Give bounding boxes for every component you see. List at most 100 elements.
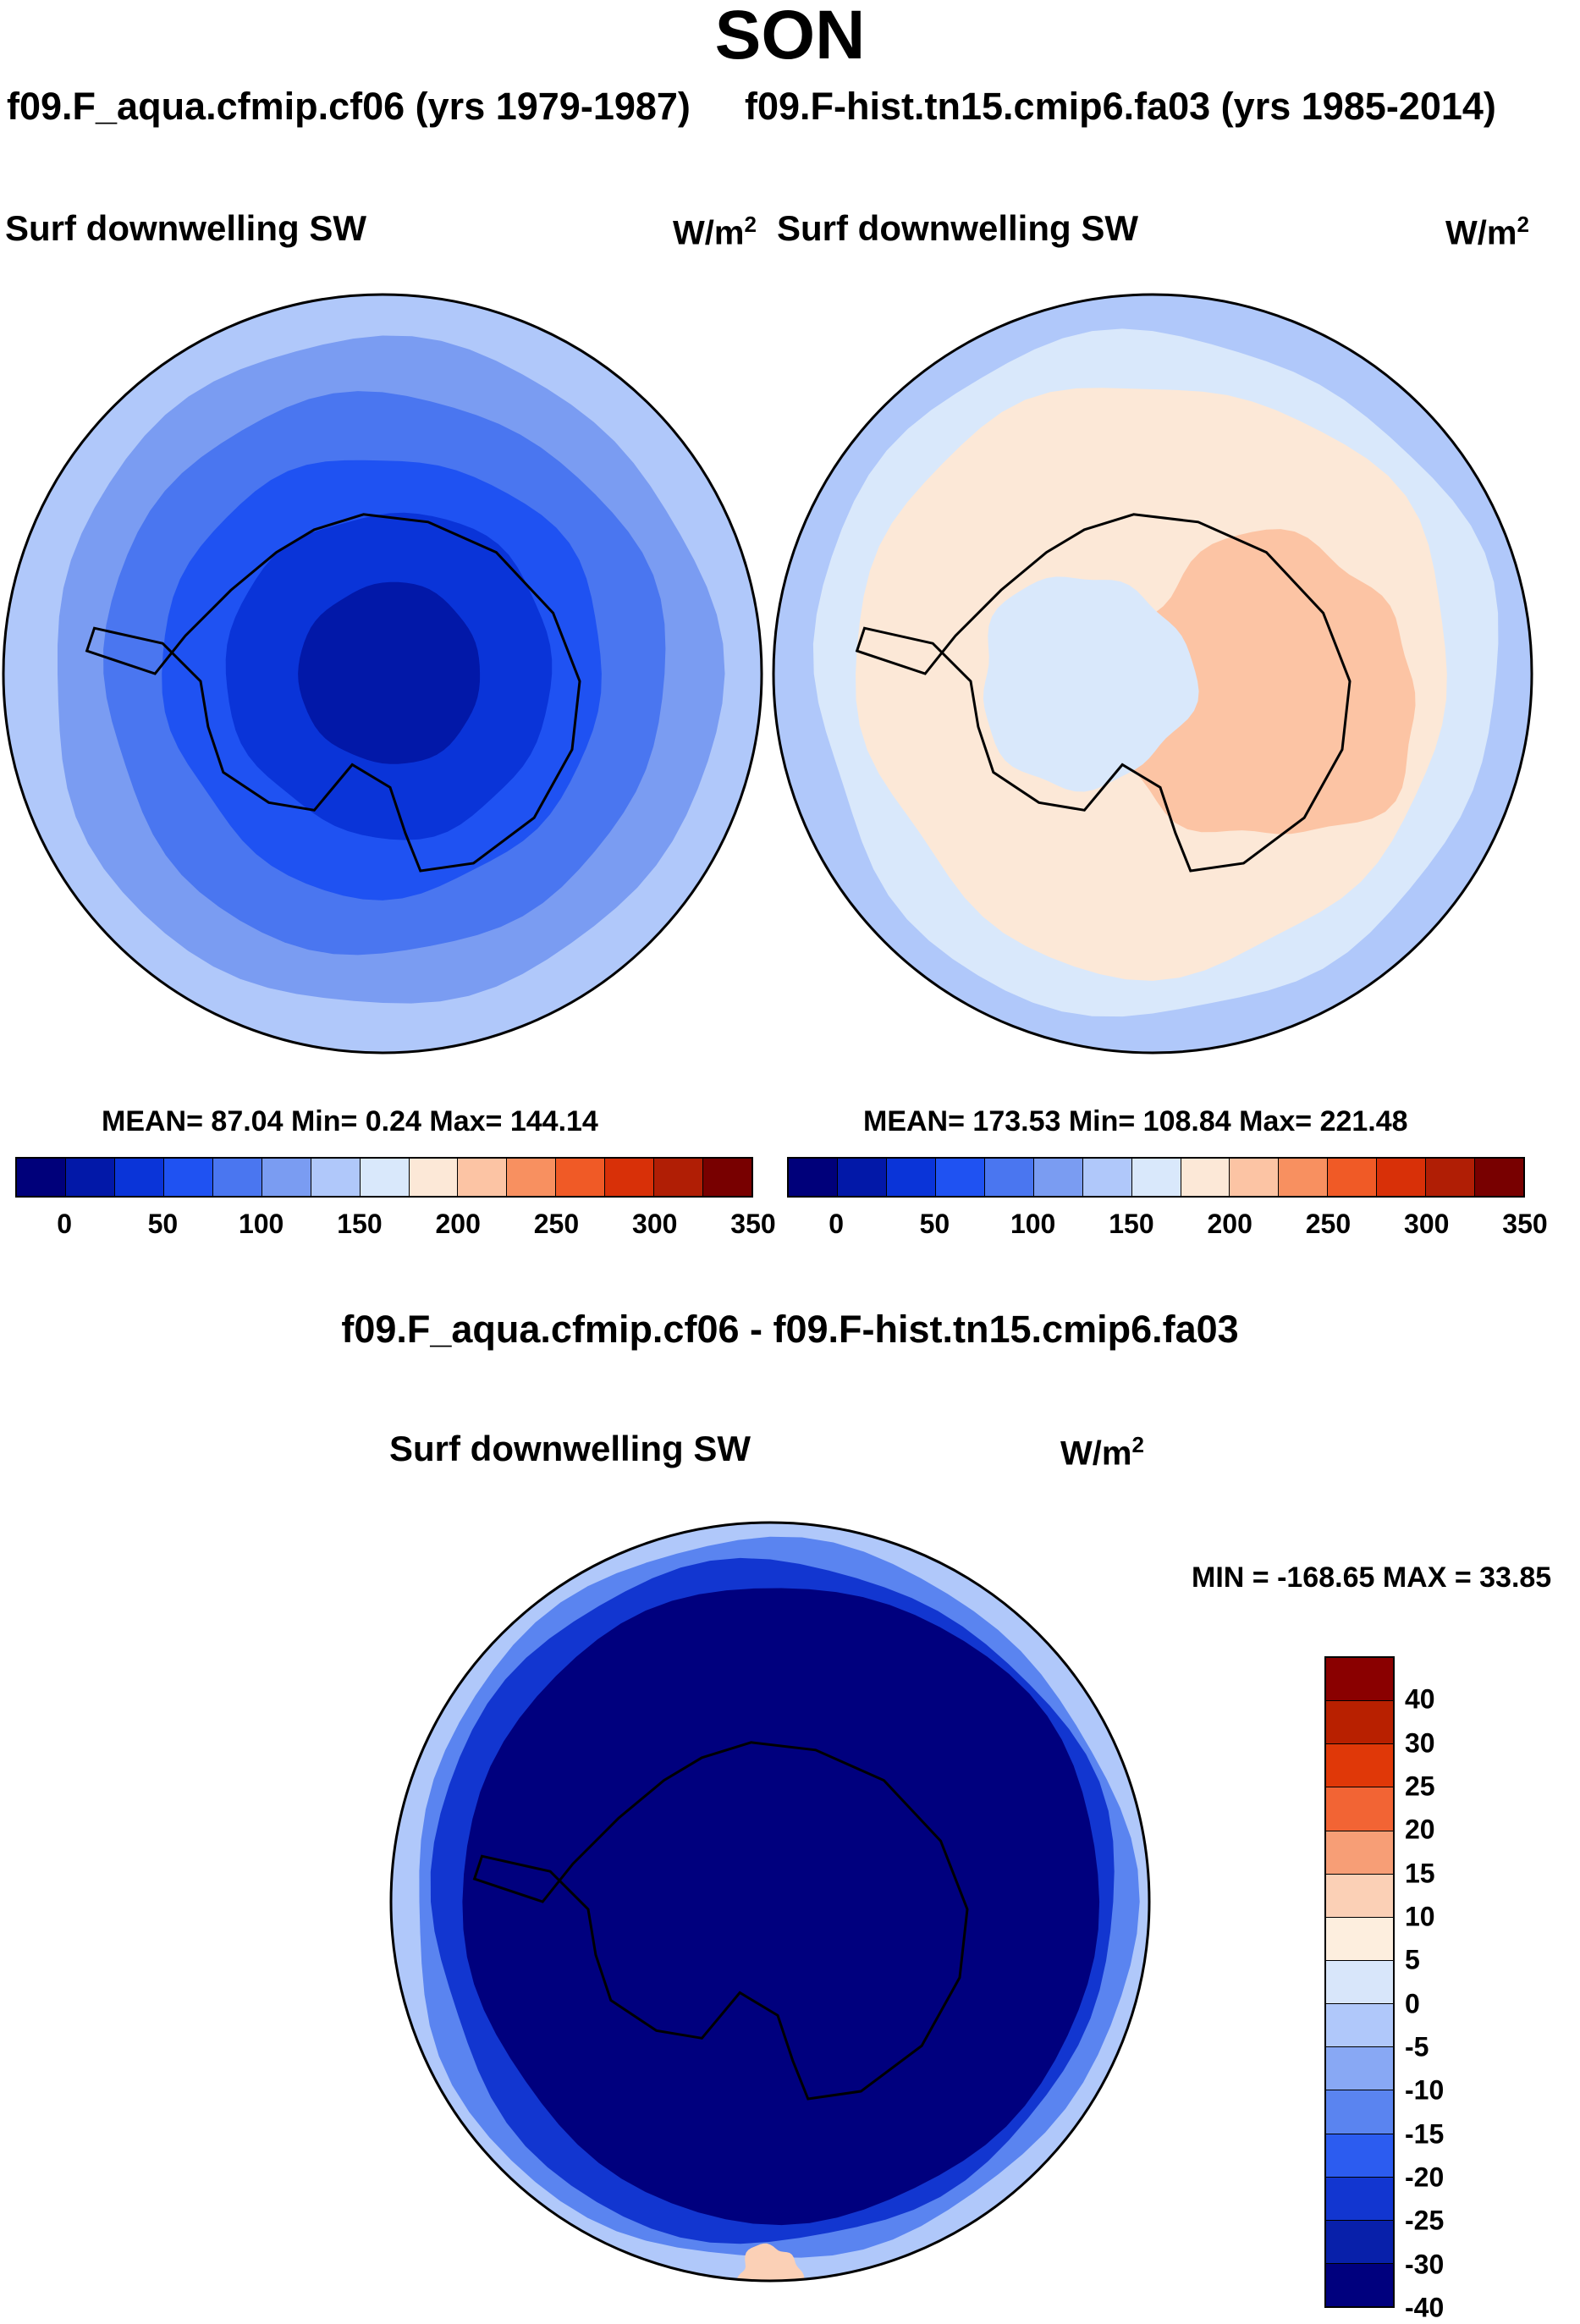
diff-panel-title: f09.F_aqua.cfmip.cf06 - f09.F-hist.tn15.… <box>341 1308 1239 1351</box>
left-colorbar-tick-label: 0 <box>57 1209 73 1239</box>
right-colorbar-tick-label: 0 <box>829 1209 845 1239</box>
diff-colorbar-swatch-3 <box>1326 1787 1393 1831</box>
diff-colorbar-tick-label: -30 <box>1405 2249 1445 2280</box>
right-map-contour-band-4 <box>983 576 1199 792</box>
left-colorbar-swatch-0 <box>17 1159 65 1196</box>
right-colorbar-swatch-6 <box>1082 1159 1131 1196</box>
left-colorbar <box>15 1157 753 1198</box>
left-colorbar-tick-label: 100 <box>238 1209 284 1239</box>
left-run-label: f09.F_aqua.cfmip.cf06 (yrs 1979-1987) <box>7 85 691 128</box>
diff-colorbar-swatch-2 <box>1326 1743 1393 1787</box>
diff-colorbar-tick-label: 25 <box>1405 1771 1435 1802</box>
right-map-coastline <box>855 513 1352 873</box>
diff-colorbar-tick-label: -5 <box>1405 2031 1429 2062</box>
left-colorbar-swatch-5 <box>261 1159 311 1196</box>
diff-colorbar-tick-label: -20 <box>1405 2162 1445 2193</box>
left-colorbar-tick-label: 350 <box>730 1209 776 1239</box>
right-map-map-border <box>772 293 1533 1055</box>
right-colorbar-swatch-14 <box>1474 1159 1524 1196</box>
diff-colorbar-swatch-5 <box>1326 1873 1393 1917</box>
right-colorbar-swatch-11 <box>1327 1159 1377 1196</box>
diff-colorbar-swatch-7 <box>1326 1959 1393 2004</box>
diff-colorbar-swatch-10 <box>1326 2090 1393 2134</box>
diff-colorbar-swatch-8 <box>1326 2003 1393 2047</box>
diff-map-contour-band-3 <box>462 1588 1100 2226</box>
right-colorbar-swatch-8 <box>1180 1159 1230 1196</box>
right-colorbar-tick-label: 50 <box>919 1209 950 1239</box>
diff-plot-title: Surf downwelling SW <box>389 1429 751 1468</box>
right-colorbar-swatch-9 <box>1229 1159 1279 1196</box>
left-units: W/m2 <box>673 212 757 252</box>
diff-colorbar-tick-label: -15 <box>1405 2118 1445 2150</box>
right-run-label: f09.F-hist.tn15.cmip6.fa03 (yrs 1985-201… <box>745 85 1496 128</box>
diff-colorbar-swatch-13 <box>1326 2219 1393 2263</box>
right-colorbar-swatch-7 <box>1131 1159 1181 1196</box>
diff-minmax: MIN = -168.65 MAX = 33.85 <box>1192 1561 1552 1594</box>
left-colorbar-tick-label: 200 <box>435 1209 481 1239</box>
diff-colorbar-tick-label: -25 <box>1405 2205 1445 2236</box>
left-colorbar-swatch-11 <box>555 1159 605 1196</box>
left-map-map-border <box>2 293 763 1055</box>
diff-colorbar-tick-label: -10 <box>1405 2074 1445 2106</box>
right-colorbar-tick-label: 300 <box>1404 1209 1450 1239</box>
right-colorbar-swatch-12 <box>1376 1159 1426 1196</box>
right-colorbar-swatch-0 <box>789 1159 837 1196</box>
diff-colorbar-tick-label: 5 <box>1405 1944 1420 1975</box>
right-colorbar-swatch-5 <box>1032 1159 1082 1196</box>
right-colorbar-swatch-4 <box>983 1159 1033 1196</box>
left-stats: MEAN= 87.04 Min= 0.24 Max= 144.14 <box>102 1105 598 1137</box>
left-colorbar-tick-label: 50 <box>147 1209 179 1239</box>
diff-colorbar-tick-label: 40 <box>1405 1683 1435 1715</box>
right-stats: MEAN= 173.53 Min= 108.84 Max= 221.48 <box>863 1105 1408 1137</box>
right-colorbar-swatch-3 <box>934 1159 984 1196</box>
right-colorbar-tick-label: 350 <box>1502 1209 1548 1239</box>
diff-colorbar-tick-label: 0 <box>1405 1988 1420 2019</box>
diff-colorbar-swatch-14 <box>1326 2262 1393 2307</box>
right-map-contour-band-3 <box>1109 529 1416 834</box>
diff-colorbar-tick-label: 20 <box>1405 1814 1435 1845</box>
right-colorbar-tick-label: 100 <box>1010 1209 1056 1239</box>
left-colorbar-swatch-12 <box>604 1159 654 1196</box>
left-colorbar-swatch-9 <box>457 1159 507 1196</box>
diff-colorbar-tick-label: 30 <box>1405 1727 1435 1759</box>
left-colorbar-swatch-14 <box>702 1159 752 1196</box>
left-plot-title: Surf downwelling SW <box>5 208 366 248</box>
page-title: SON <box>714 0 866 74</box>
left-colorbar-swatch-7 <box>359 1159 409 1196</box>
left-colorbar-tick-label: 250 <box>533 1209 580 1239</box>
right-colorbar-swatch-13 <box>1425 1159 1475 1196</box>
left-colorbar-swatch-3 <box>162 1159 212 1196</box>
left-colorbar-swatch-8 <box>408 1159 458 1196</box>
diff-colorbar-tick-label: 10 <box>1405 1901 1435 1932</box>
left-map-contour-band-5 <box>298 581 481 764</box>
right-colorbar <box>787 1157 1525 1198</box>
left-colorbar-swatch-4 <box>212 1159 261 1196</box>
diff-map-coastline <box>472 1741 969 2101</box>
diff-colorbar-swatch-1 <box>1326 1700 1393 1744</box>
right-colorbar-tick-label: 200 <box>1207 1209 1252 1239</box>
diff-colorbar-swatch-9 <box>1326 2046 1393 2090</box>
right-units: W/m2 <box>1445 212 1529 252</box>
diff-colorbar-tick-label: 15 <box>1405 1858 1435 1889</box>
diff-units: W/m2 <box>1060 1432 1144 1473</box>
diff-map-contour-band-5 <box>391 1667 421 1707</box>
diff-colorbar <box>1324 1656 1395 2308</box>
diff-map-contour-band-4 <box>391 1690 432 1748</box>
left-colorbar-tick-label: 150 <box>337 1209 383 1239</box>
left-colorbar-swatch-13 <box>653 1159 703 1196</box>
right-colorbar-swatch-2 <box>885 1159 935 1196</box>
left-colorbar-tick-label: 300 <box>632 1209 678 1239</box>
diff-colorbar-swatch-6 <box>1326 1916 1393 1960</box>
diff-colorbar-swatch-12 <box>1326 2176 1393 2220</box>
left-colorbar-swatch-1 <box>64 1159 114 1196</box>
right-colorbar-swatch-10 <box>1278 1159 1328 1196</box>
diff-colorbar-tick-label: -40 <box>1405 2292 1445 2323</box>
diff-colorbar-swatch-4 <box>1326 1830 1393 1874</box>
left-map-coastline <box>85 513 581 873</box>
right-plot-title: Surf downwelling SW <box>777 208 1138 248</box>
right-colorbar-tick-label: 250 <box>1305 1209 1352 1239</box>
right-colorbar-tick-label: 150 <box>1109 1209 1154 1239</box>
right-colorbar-swatch-1 <box>836 1159 886 1196</box>
diff-colorbar-swatch-11 <box>1326 2133 1393 2177</box>
